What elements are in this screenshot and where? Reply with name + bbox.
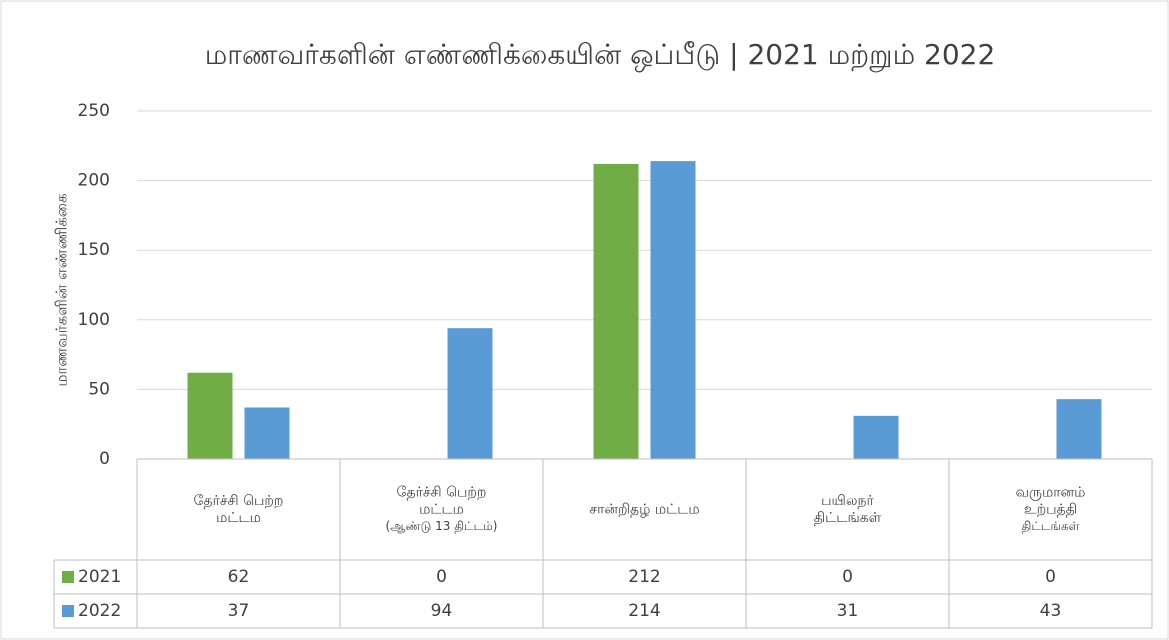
bar [244,407,290,459]
y-tick-label: 150 [78,240,110,260]
legend-label: 2022 [78,601,121,621]
table-value: 94 [431,601,453,621]
x-tick-label: தேர்ச்சி பெற்ற [397,485,487,501]
x-tick-label: வருமானம் [1016,485,1086,501]
y-tick-label: 200 [78,171,110,191]
table-value: 43 [1040,601,1062,621]
x-tick-label: தேர்ச்சி பெற்ற [194,493,284,509]
bar [650,161,696,459]
table-value: 212 [628,567,660,587]
legend-key [62,571,74,583]
bar [187,372,233,459]
x-tick-label: திட்டங்கள் [1022,519,1080,533]
y-axis-label: மாணவர்களின் எண்ணிக்கை [53,193,71,386]
legend-label: 2021 [78,567,121,587]
table-value: 0 [842,567,853,587]
y-tick-label: 50 [88,379,110,399]
bar [853,415,899,459]
x-tick-label: (ஆண்டு 13 திட்டம்) [385,519,497,533]
x-tick-label: சான்றிதழ் மட்டம [589,502,699,518]
table-value: 0 [1045,567,1056,587]
bar [447,328,493,459]
table-value: 37 [228,601,250,621]
x-tick-label: மட்டம [419,502,464,518]
table-value: 0 [436,567,447,587]
chart-title: மாணவர்களின் எண்ணிக்கையின் ஒப்பீடு | 2021… [205,38,996,73]
table-value: 214 [628,601,660,621]
y-tick-label: 0 [99,449,110,469]
x-tick-label: மட்டம [216,510,261,526]
bar [1056,399,1102,459]
x-tick-label: பயிலநர் [821,493,874,509]
legend-key [62,605,74,617]
y-tick-label: 100 [78,310,110,330]
x-tick-label: திட்டங்கள் [814,510,882,526]
bar [593,163,639,459]
y-tick-label: 250 [78,101,110,121]
x-tick-label: உற்பத்தி [1024,502,1077,518]
table-value: 62 [228,567,250,587]
table-value: 31 [837,601,859,621]
